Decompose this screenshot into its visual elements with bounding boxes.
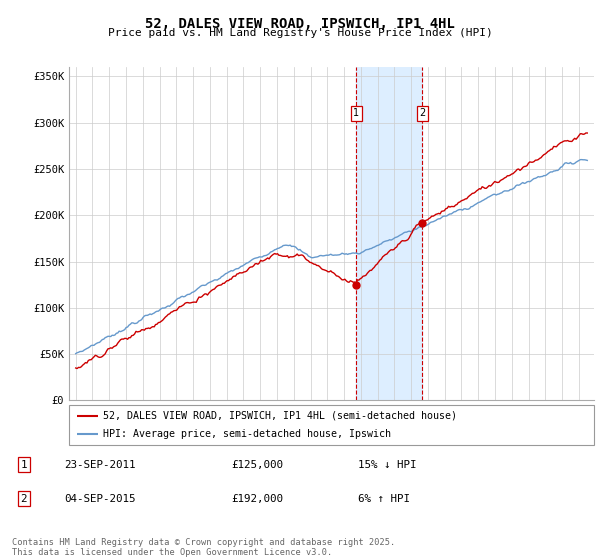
Text: Price paid vs. HM Land Registry's House Price Index (HPI): Price paid vs. HM Land Registry's House … (107, 28, 493, 38)
Text: HPI: Average price, semi-detached house, Ipswich: HPI: Average price, semi-detached house,… (103, 430, 391, 439)
Bar (356, 67, 422, 400)
Text: 15% ↓ HPI: 15% ↓ HPI (358, 460, 416, 470)
Text: 52, DALES VIEW ROAD, IPSWICH, IP1 4HL (semi-detached house): 52, DALES VIEW ROAD, IPSWICH, IP1 4HL (s… (103, 411, 457, 421)
Text: 2: 2 (20, 494, 27, 504)
Text: 04-SEP-2015: 04-SEP-2015 (64, 494, 136, 504)
Text: 2: 2 (419, 109, 425, 119)
Text: 52, DALES VIEW ROAD, IPSWICH, IP1 4HL: 52, DALES VIEW ROAD, IPSWICH, IP1 4HL (145, 17, 455, 31)
Text: £125,000: £125,000 (231, 460, 283, 470)
Text: 1: 1 (353, 109, 359, 119)
Text: 6% ↑ HPI: 6% ↑ HPI (358, 494, 410, 504)
FancyBboxPatch shape (69, 405, 594, 445)
Text: £192,000: £192,000 (231, 494, 283, 504)
Text: Contains HM Land Registry data © Crown copyright and database right 2025.
This d: Contains HM Land Registry data © Crown c… (12, 538, 395, 557)
Text: 1: 1 (20, 460, 27, 470)
Text: 23-SEP-2011: 23-SEP-2011 (64, 460, 136, 470)
